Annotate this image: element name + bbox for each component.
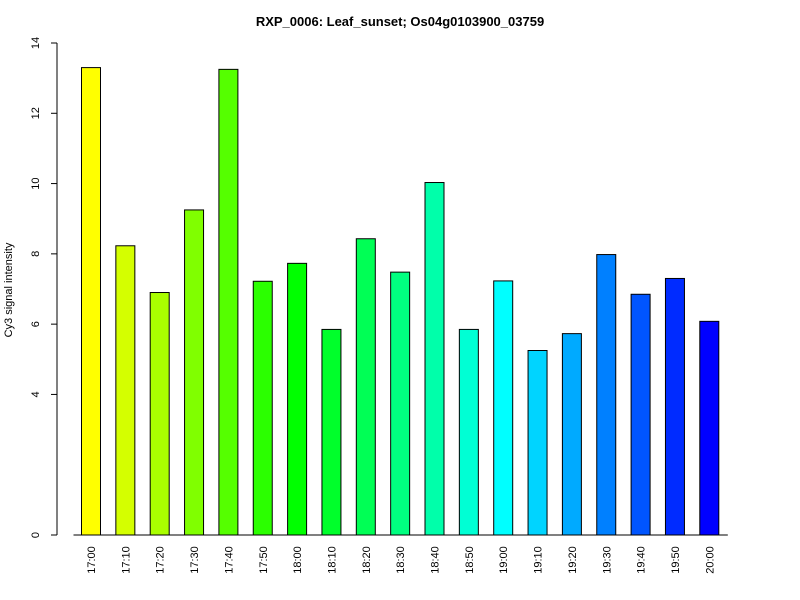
x-tick-label: 17:30 [189,546,201,574]
bar-1930 [596,254,617,536]
bar-1710 [115,245,136,536]
bar-2000 [699,320,720,536]
y-tick-label: 6 [30,321,42,327]
bar-1850 [458,328,479,536]
y-tick-label: 14 [30,37,42,49]
bars [81,67,720,536]
bar-1800 [287,262,308,536]
x-tick-label: 18:10 [326,546,338,574]
y-tick-label: 4 [30,391,42,397]
bar-1810 [321,328,342,536]
x-tick-label: 19:50 [670,546,682,574]
x-tick-label: 18:50 [464,546,476,574]
y-tick-label: 0 [30,532,42,538]
x-tick-label: 17:20 [155,546,167,574]
bar-1950 [664,277,685,536]
x-tick-label: 17:50 [258,546,270,574]
x-tick-label: 19:20 [567,546,579,574]
x-tick-label: 20:00 [704,546,716,574]
bar-1840 [424,182,445,536]
bar-1820 [355,238,376,536]
x-tick-label: 17:00 [86,546,98,574]
x-tick-label: 19:30 [601,546,613,574]
x-tick-label: 17:10 [120,546,132,574]
x-tick-labels: 17:00 17:10 17:20 17:30 17:40 17:50 18:00 18:10… [86,546,716,574]
x-tick-label: 18:00 [292,546,304,574]
y-axis-label: Cy3 signal intensity [3,242,15,337]
y-axis: 0 4 6 8 10 12 14 [30,37,58,538]
bar-1910 [527,350,548,536]
x-tick-label: 18:40 [430,546,442,574]
chart-title: RXP_0006: Leaf_sunset; Os04g0103900_0375… [256,14,544,29]
bar-1740 [218,68,239,536]
x-tick-label: 18:30 [395,546,407,574]
x-tick-label: 19:10 [533,546,545,574]
bar-1700 [81,67,101,536]
bar-1900 [493,280,514,536]
x-tick-label: 18:20 [361,546,373,574]
bar-1730 [184,209,205,536]
bar-1720 [149,292,170,536]
x-tick-label: 19:00 [498,546,510,574]
x-tick-label: 17:40 [223,546,235,574]
bar-1750 [252,280,273,536]
bar-1940 [630,293,651,536]
y-tick-label: 12 [30,107,42,119]
bar-1830 [390,271,411,536]
bar-1920 [561,333,582,536]
y-tick-label: 8 [30,251,42,257]
x-tick-label: 19:40 [636,546,648,574]
y-tick-label: 10 [30,177,42,189]
